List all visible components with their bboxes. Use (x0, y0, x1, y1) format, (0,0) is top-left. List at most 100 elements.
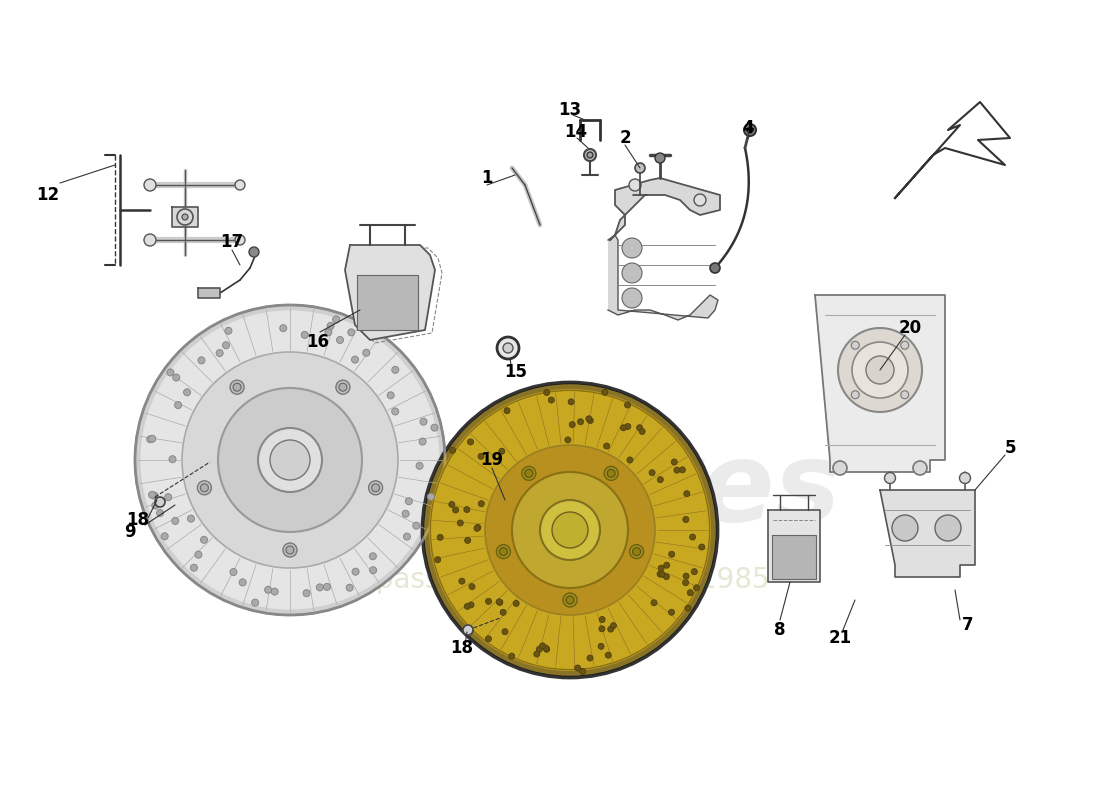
Polygon shape (768, 510, 820, 582)
Circle shape (387, 392, 394, 399)
Circle shape (187, 515, 195, 522)
Text: 15: 15 (505, 363, 528, 381)
Circle shape (570, 422, 575, 427)
Circle shape (587, 655, 593, 661)
Circle shape (502, 629, 508, 634)
Circle shape (851, 390, 859, 398)
Circle shape (684, 490, 690, 497)
Circle shape (165, 494, 172, 501)
Circle shape (301, 331, 308, 338)
Circle shape (420, 418, 427, 425)
Circle shape (258, 428, 322, 492)
Circle shape (272, 588, 278, 595)
Circle shape (224, 327, 232, 334)
Circle shape (419, 438, 426, 445)
Circle shape (833, 461, 847, 475)
Circle shape (412, 522, 420, 529)
Circle shape (352, 356, 359, 363)
Circle shape (200, 484, 208, 492)
Text: 16: 16 (307, 333, 330, 351)
Circle shape (184, 389, 190, 396)
Text: 5: 5 (1004, 439, 1015, 457)
Circle shape (683, 573, 689, 579)
Circle shape (437, 534, 443, 540)
Circle shape (504, 408, 510, 414)
Circle shape (598, 643, 604, 650)
Circle shape (449, 502, 454, 507)
Circle shape (172, 518, 178, 524)
Text: 8: 8 (774, 621, 785, 639)
Circle shape (637, 425, 642, 430)
Circle shape (198, 357, 205, 364)
Circle shape (230, 569, 236, 575)
Polygon shape (610, 178, 720, 240)
Circle shape (694, 585, 700, 591)
Circle shape (497, 337, 519, 359)
Circle shape (156, 510, 164, 517)
Circle shape (337, 337, 343, 343)
Circle shape (674, 467, 680, 473)
Circle shape (663, 574, 670, 580)
Circle shape (851, 342, 859, 350)
Circle shape (249, 247, 258, 257)
Circle shape (485, 636, 492, 642)
Circle shape (694, 194, 706, 206)
Circle shape (935, 515, 961, 541)
Polygon shape (172, 207, 198, 227)
Circle shape (691, 569, 697, 574)
Circle shape (324, 329, 332, 336)
Circle shape (475, 525, 481, 530)
Circle shape (363, 350, 370, 356)
Circle shape (632, 548, 640, 556)
Circle shape (607, 626, 614, 632)
Text: 19: 19 (481, 451, 504, 469)
Circle shape (521, 466, 536, 480)
Circle shape (586, 416, 592, 422)
Circle shape (317, 584, 323, 591)
Circle shape (434, 557, 441, 562)
Circle shape (543, 646, 550, 652)
Text: 21: 21 (828, 629, 851, 647)
Circle shape (584, 149, 596, 161)
Circle shape (430, 390, 710, 670)
Circle shape (671, 459, 678, 465)
Circle shape (230, 380, 244, 394)
Circle shape (200, 536, 208, 543)
Polygon shape (880, 490, 975, 577)
Circle shape (162, 533, 168, 540)
Circle shape (659, 571, 664, 578)
Circle shape (348, 329, 355, 336)
Circle shape (468, 439, 474, 445)
Circle shape (602, 390, 608, 395)
Circle shape (496, 598, 503, 605)
Circle shape (574, 665, 581, 671)
Circle shape (625, 402, 630, 408)
Circle shape (627, 457, 632, 463)
Circle shape (352, 568, 359, 575)
Circle shape (639, 429, 646, 434)
Circle shape (663, 562, 670, 568)
Circle shape (512, 472, 628, 588)
Circle shape (605, 652, 612, 658)
Polygon shape (815, 295, 945, 472)
Circle shape (508, 653, 515, 659)
Circle shape (683, 517, 689, 522)
Circle shape (468, 602, 474, 608)
Text: 4: 4 (742, 119, 754, 137)
Circle shape (680, 467, 685, 473)
Circle shape (497, 599, 503, 606)
Circle shape (500, 610, 506, 615)
Circle shape (197, 481, 211, 495)
Text: 2: 2 (619, 129, 630, 147)
Circle shape (478, 501, 484, 506)
Circle shape (658, 477, 663, 482)
Circle shape (548, 397, 554, 403)
Circle shape (474, 526, 480, 531)
Text: 1: 1 (482, 169, 493, 187)
Circle shape (621, 288, 642, 308)
Circle shape (565, 437, 571, 443)
Circle shape (540, 643, 546, 649)
Polygon shape (198, 288, 220, 298)
Circle shape (235, 180, 245, 190)
Circle shape (563, 593, 578, 607)
